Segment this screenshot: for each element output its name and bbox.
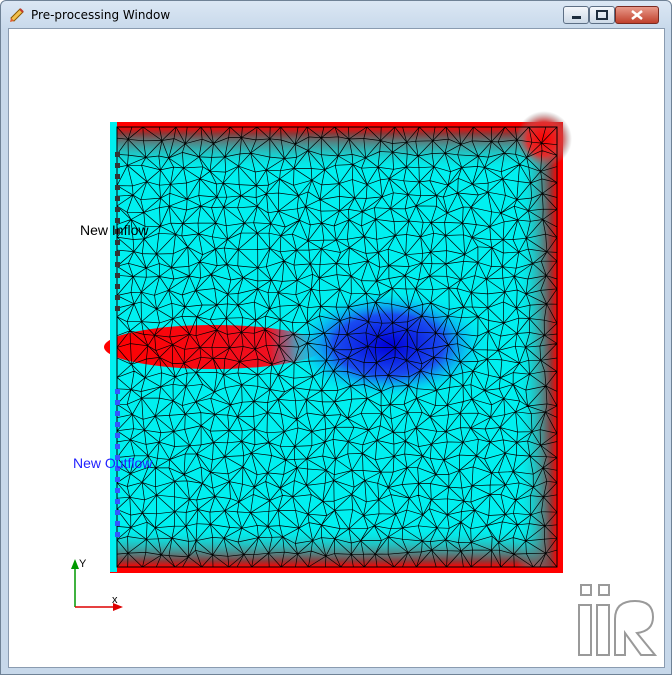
outflow-node-marker (115, 455, 120, 460)
inflow-node-marker (115, 229, 120, 234)
outflow-markers (115, 389, 120, 537)
outflow-node-marker (115, 532, 120, 537)
maximize-button[interactable] (589, 6, 615, 24)
y-axis-arrow (71, 559, 79, 569)
inflow-markers (115, 152, 120, 311)
outflow-node-marker (115, 510, 120, 515)
inflow-node-marker (115, 196, 120, 201)
inflow-node-marker (115, 262, 120, 267)
window-title: Pre-processing Window (31, 8, 171, 22)
outflow-node-marker (115, 422, 120, 427)
x-axis-arrow (113, 603, 123, 611)
outflow-node-marker (115, 499, 120, 504)
inflow-label: New Inflow (80, 222, 149, 238)
x-axis-label: x (112, 594, 118, 606)
mesh-grid (104, 111, 572, 573)
inflow-node-marker (115, 207, 120, 212)
pencil-icon (10, 8, 24, 22)
y-axis-label: Y (79, 558, 87, 570)
title-bar[interactable]: Pre-processing Window (1, 1, 671, 29)
minimize-button[interactable] (563, 6, 589, 24)
render-area[interactable]: Y x New Inflow New Outflow (8, 28, 665, 668)
close-button[interactable] (615, 6, 659, 24)
outflow-node-marker (115, 411, 120, 416)
outflow-node-marker (115, 521, 120, 526)
outflow-node-marker (115, 477, 120, 482)
corner-red-region (516, 111, 572, 167)
mesh-border (116, 126, 558, 568)
minimize-icon (572, 16, 581, 19)
outflow-node-marker (115, 466, 120, 471)
inflow-node-marker (115, 163, 120, 168)
inflow-node-marker (115, 174, 120, 179)
top-edge-gradient (117, 127, 557, 172)
inflow-node-marker (115, 295, 120, 300)
inflow-node-marker (115, 251, 120, 256)
inflow-node-marker (115, 273, 120, 278)
outflow-node-marker (115, 389, 120, 394)
outflow-node-marker (115, 488, 120, 493)
outflow-node-marker (115, 433, 120, 438)
outflow-node-marker (115, 400, 120, 405)
inflow-node-marker (115, 306, 120, 311)
inflow-node-marker (115, 218, 120, 223)
inflow-edge (110, 122, 117, 572)
inflow-node-marker (115, 185, 120, 190)
iric-logo (578, 584, 658, 656)
inflow-node-marker (115, 284, 120, 289)
axes-indicator: Y x (71, 558, 123, 611)
inflow-node-marker (115, 240, 120, 245)
maximize-icon (596, 10, 608, 20)
mesh-view[interactable]: Y x (9, 29, 664, 667)
close-icon (631, 10, 643, 20)
inflow-node-marker (115, 152, 120, 157)
outflow-label: New Outflow (73, 455, 153, 471)
outflow-node-marker (115, 444, 120, 449)
